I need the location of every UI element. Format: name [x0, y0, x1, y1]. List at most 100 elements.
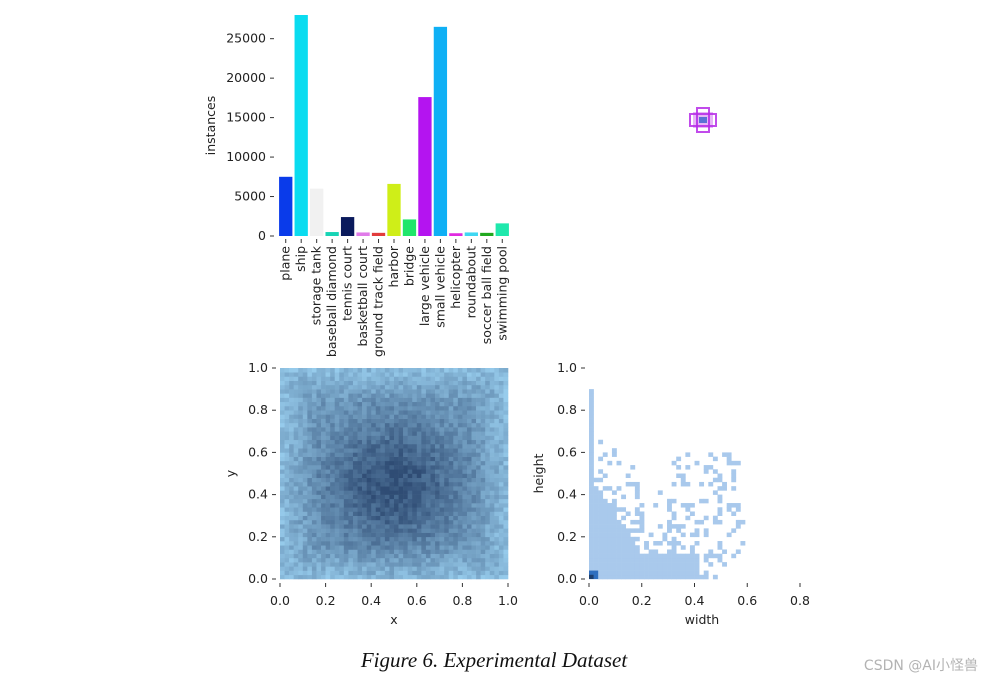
xy-cell [480, 393, 486, 398]
wh-cell [593, 503, 599, 508]
xy-cell [371, 473, 377, 479]
xy-cell [498, 481, 504, 487]
xy-cell [284, 368, 290, 373]
xy-cell [357, 389, 363, 394]
xy-cell [503, 574, 509, 580]
xy-cell [389, 545, 395, 550]
wh-cell [639, 553, 645, 559]
wh-cell [722, 549, 727, 554]
xy-cell [471, 443, 477, 449]
xy-cell [384, 452, 390, 457]
y-tick-label: 0.4 [557, 487, 577, 502]
xy-cell [412, 498, 418, 504]
xy-cell [280, 460, 285, 466]
xy-cell [398, 528, 404, 533]
xy-cell [425, 452, 431, 457]
xy-cell [352, 443, 358, 449]
xy-cell [311, 553, 317, 559]
xy-cell [439, 494, 445, 500]
xy-cell [357, 443, 363, 449]
xy-cell [289, 507, 294, 512]
xy-cell [398, 405, 404, 411]
xy-cell [380, 519, 386, 525]
xy-cell [330, 435, 336, 441]
xy-cell [334, 566, 340, 571]
xy-cell [380, 494, 386, 500]
xy-cell [293, 427, 299, 432]
xy-cell [471, 494, 477, 500]
xy-cell [435, 570, 440, 576]
xy-cell [407, 515, 413, 521]
xy-cell [298, 435, 304, 441]
xy-cell [494, 435, 500, 441]
xy-cell [352, 532, 358, 538]
xy-cell [321, 397, 326, 403]
xy-cell [330, 473, 336, 479]
xy-cell [330, 427, 336, 432]
xy-cell [466, 494, 472, 500]
xy-cell [476, 541, 481, 546]
xy-cell [439, 422, 445, 428]
xy-cell [371, 376, 377, 381]
xy-cell [298, 541, 304, 546]
xy-cell [485, 494, 491, 500]
xy-cell [330, 494, 336, 500]
xy-cell [485, 557, 491, 563]
wh-cell [593, 524, 599, 529]
xy-cell [302, 562, 308, 567]
xy-cell [325, 418, 331, 424]
xy-cell [330, 401, 336, 407]
xy-cell [416, 541, 422, 546]
xy-cell [421, 443, 427, 449]
xy-cell [348, 397, 354, 403]
xy-cell [498, 511, 504, 516]
xy-cell [330, 532, 336, 538]
xy-cell [453, 528, 459, 533]
xy-cell [298, 376, 304, 381]
xy-cell [325, 549, 331, 554]
xy-cell [357, 528, 363, 533]
xy-cell [503, 570, 509, 576]
xy-cell [462, 541, 468, 546]
xy-cell [384, 393, 390, 398]
wh-cell [694, 519, 700, 525]
xy-cell [380, 507, 386, 512]
xy-cell [435, 477, 440, 483]
x-tick-label-small-vehicle: small vehicle [432, 246, 447, 328]
xy-cell [494, 507, 500, 512]
xy-cell [362, 528, 367, 533]
xy-cell [430, 397, 436, 403]
xy-cell [444, 490, 450, 495]
xy-cell [284, 372, 290, 377]
xy-cell [407, 427, 413, 432]
xy-cell [366, 503, 372, 508]
xy-cell [316, 519, 322, 525]
xy-cell [298, 536, 304, 542]
xy-cell [307, 494, 313, 500]
xy-cell [366, 443, 372, 449]
xy-cell [494, 536, 500, 542]
xy-cell [398, 465, 404, 470]
wh-cell [671, 524, 677, 529]
xy-cell [389, 465, 395, 470]
xy-cell [480, 460, 486, 466]
xy-cell [494, 494, 500, 500]
xy-cell [439, 515, 445, 521]
xy-cell [375, 439, 381, 445]
xy-cell [389, 397, 395, 403]
xy-cell [489, 549, 495, 554]
wh-cell [667, 507, 672, 512]
xy-cell [284, 380, 290, 386]
xy-cell [289, 435, 294, 441]
wh-cell [639, 574, 645, 580]
xy-cell [425, 574, 431, 580]
xy-cell [453, 376, 459, 381]
xy-cell [421, 431, 427, 436]
xy-cell [480, 448, 486, 453]
xy-cell [421, 498, 427, 504]
xy-cell [480, 498, 486, 504]
xy-cell [439, 545, 445, 550]
wh-cell [694, 528, 700, 533]
xy-cell [398, 389, 404, 394]
xy-cell [362, 541, 367, 546]
